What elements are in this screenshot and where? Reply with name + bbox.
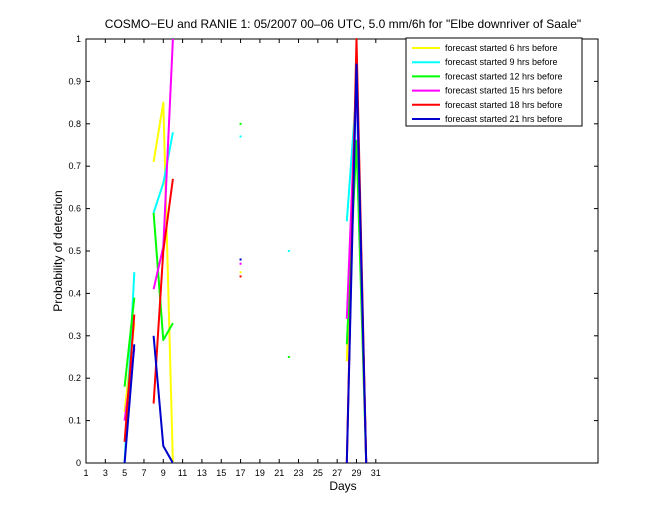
legend-label: forecast started 9 hrs before: [445, 57, 558, 67]
data-point: [239, 122, 242, 125]
y-axis-title: Probability of detection: [51, 190, 65, 311]
x-tick-label: 1: [83, 468, 88, 478]
x-tick-label: 7: [141, 468, 146, 478]
data-point: [287, 250, 290, 252]
legend-label: forecast started 12 hrs before: [445, 71, 563, 81]
x-tick-label: 31: [371, 468, 381, 478]
y-tick-label: 1: [76, 34, 81, 44]
x-tick-label: 23: [294, 468, 304, 478]
data-point: [239, 258, 242, 261]
y-tick-label: 0.2: [68, 373, 81, 383]
y-tick-label: 0: [76, 458, 81, 468]
legend-label: forecast started 6 hrs before: [445, 43, 558, 53]
y-tick-label: 0.4: [68, 288, 81, 298]
data-point: [239, 135, 242, 138]
x-tick-label: 5: [122, 468, 127, 478]
x-tick-label: 9: [161, 468, 166, 478]
legend-label: forecast started 21 hrs before: [445, 114, 563, 124]
legend: forecast started 6 hrs before forecast st…: [405, 37, 583, 127]
x-tick-label: 21: [274, 468, 284, 478]
series-line: [152, 335, 174, 464]
series-line: [152, 101, 174, 464]
series-6: [123, 63, 368, 464]
y-tick-label: 0.5: [68, 246, 81, 256]
x-tick-label: 19: [255, 468, 265, 478]
series-line: [123, 297, 136, 387]
y-axis: 0 0.1 0.2 0.3 0.4 0.5 0.6 0.7 0.8 0.9 1: [68, 34, 598, 468]
data-point: [287, 356, 290, 358]
chart-title: COSMO−EU and RANIE 1: 05/2007 00–06 UTC,…: [105, 17, 581, 31]
x-tick-label: 15: [216, 468, 226, 478]
series-line: [345, 63, 368, 464]
data-point: [239, 262, 242, 265]
series-layer: [123, 38, 368, 464]
data-point: [239, 275, 242, 278]
y-tick-label: 0.6: [68, 204, 81, 214]
x-tick-label: 27: [332, 468, 342, 478]
x-axis-title: Days: [329, 479, 356, 493]
x-tick-label: 29: [351, 468, 361, 478]
legend-label: forecast started 18 hrs before: [445, 100, 563, 110]
x-tick-label: 25: [313, 468, 323, 478]
x-tick-label: 3: [103, 468, 108, 478]
series-line: [152, 212, 174, 341]
y-tick-label: 0.7: [68, 161, 81, 171]
legend-label: forecast started 15 hrs before: [445, 86, 563, 96]
x-tick-label: 17: [236, 468, 246, 478]
y-tick-label: 0.3: [68, 331, 81, 341]
legend-box: [405, 37, 583, 127]
y-tick-label: 0.8: [68, 119, 81, 129]
x-tick-label: 11: [178, 468, 187, 478]
y-tick-label: 0.9: [68, 76, 81, 86]
x-tick-label: 13: [197, 468, 207, 478]
series-line: [123, 314, 136, 442]
series-line: [123, 344, 136, 464]
data-point: [239, 271, 242, 274]
series-line: [152, 132, 174, 214]
series-line: [152, 178, 174, 404]
y-tick-label: 0.1: [68, 416, 81, 426]
x-axis: 1 3 5 7 9 11 13 15 17 19 21 23 25 27 29 31: [83, 39, 381, 478]
